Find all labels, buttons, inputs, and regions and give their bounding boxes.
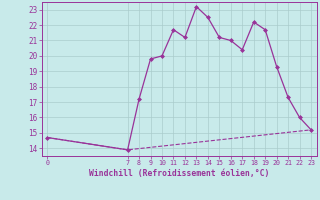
X-axis label: Windchill (Refroidissement éolien,°C): Windchill (Refroidissement éolien,°C)	[89, 169, 269, 178]
